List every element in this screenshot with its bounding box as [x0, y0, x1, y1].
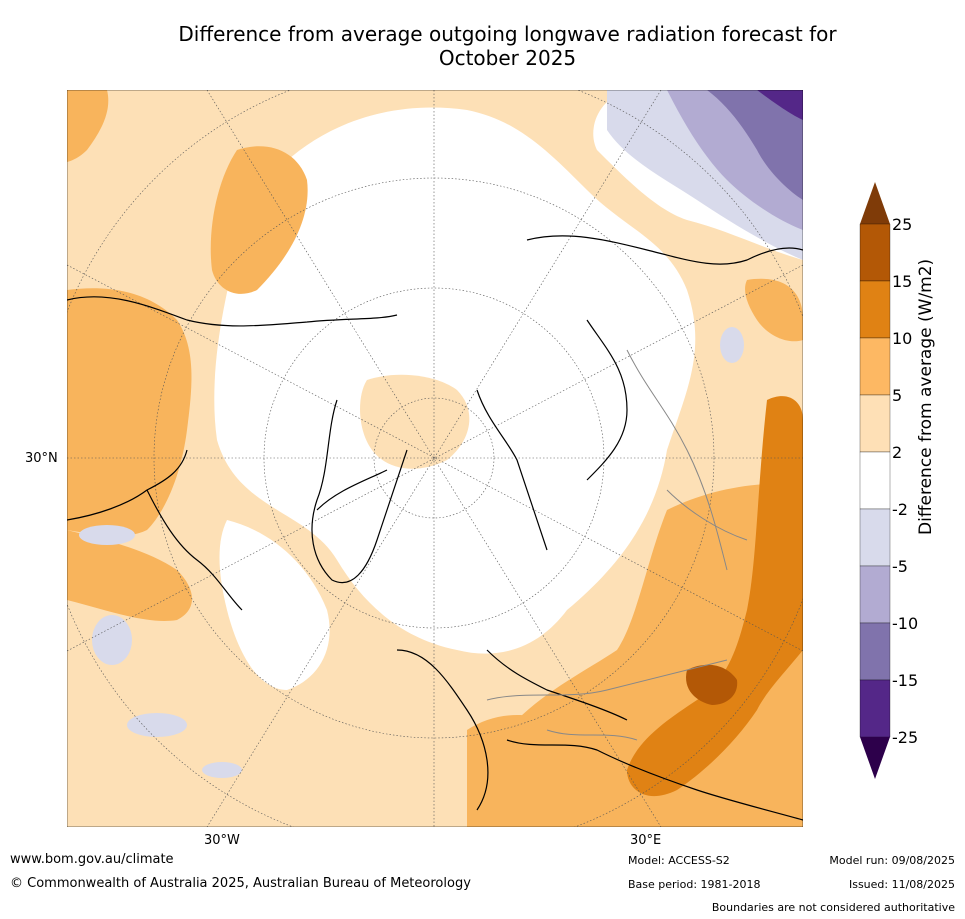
brown-asia: [686, 664, 738, 705]
lightpurple-patch-3: [127, 713, 187, 737]
colorbar-tick-label: 5: [892, 386, 902, 405]
colorbar-arrow-top: [860, 182, 890, 224]
darkorange-asia: [627, 396, 803, 797]
colorbar-swatch: [859, 565, 891, 624]
orange-europe-south: [467, 715, 567, 827]
colorbar-swatch: [859, 337, 891, 396]
colorbar-tick-label: 15: [892, 272, 912, 291]
chart-title: Difference from average outgoing longwav…: [100, 22, 915, 70]
longitude-label-east: 30°E: [630, 833, 662, 848]
orange-east-siberia: [745, 278, 803, 342]
colorbar-tick-label: 10: [892, 329, 912, 348]
colorbar-swatch: [859, 622, 891, 681]
footer-website: www.bom.gov.au/climate: [10, 852, 174, 867]
orange-pacific-ne: [67, 90, 109, 162]
colorbar-swatch: [859, 280, 891, 339]
colorbar-tick-label: -2: [892, 500, 908, 519]
footer-model: Model: ACCESS-S2: [628, 854, 730, 867]
longitude-label-west: 30°W: [204, 833, 240, 848]
borders: [486, 349, 748, 741]
colorbar-tick-label: -5: [892, 557, 908, 576]
colorbar-swatch: [859, 223, 891, 282]
polar-map: [67, 90, 803, 827]
darkpurple-arctic: [707, 90, 803, 200]
colorbar-tick-label: -15: [892, 671, 918, 690]
footer-issued: Issued: 11/08/2025: [848, 878, 955, 891]
title-line-2: October 2025: [438, 46, 577, 70]
deeppurple-arctic: [757, 90, 803, 120]
orange-north-america: [67, 288, 192, 536]
lightpurple-patch-5: [720, 327, 744, 363]
lightpurple-patch-4: [202, 762, 242, 778]
title-line-1: Difference from average outgoing longwav…: [178, 22, 837, 46]
colorbar-title: Difference from average (W/m2): [916, 258, 936, 535]
neutral-region-sw: [219, 520, 330, 690]
colorbar-arrow-bottom: [860, 737, 890, 779]
footer-model-run: Model run: 09/08/2025: [829, 854, 955, 867]
light-orange-arctic: [360, 374, 470, 469]
lightpurple-patch-2: [92, 615, 132, 665]
colorbar-swatch: [859, 451, 891, 510]
colorbar-swatch: [859, 394, 891, 453]
footer-base-period: Base period: 1981-2018: [628, 878, 761, 891]
colorbar-swatch: [859, 508, 891, 567]
neutral-region: [214, 107, 696, 654]
orange-na-sw: [67, 530, 192, 621]
colorbar: 25 15 10 5 2 -2 -5 -10 -15 -25: [859, 182, 918, 779]
colorbar-tick-label: 2: [892, 443, 902, 462]
orange-pacific-nw: [210, 146, 308, 294]
latitude-label: 30°N: [25, 451, 58, 466]
footer-copyright: © Commonwealth of Australia 2025, Austra…: [10, 876, 471, 891]
colorbar-tick-label: -25: [892, 728, 918, 747]
colorbar-tick-label: 25: [892, 215, 912, 234]
lightpurple-patch-1: [79, 525, 135, 545]
coastlines: [67, 235, 803, 821]
graticule: [67, 90, 803, 827]
colorbar-swatch: [859, 679, 891, 738]
colorbar-tick-label: -10: [892, 614, 918, 633]
footer-disclaimer: Boundaries are not considered authoritat…: [711, 901, 955, 914]
